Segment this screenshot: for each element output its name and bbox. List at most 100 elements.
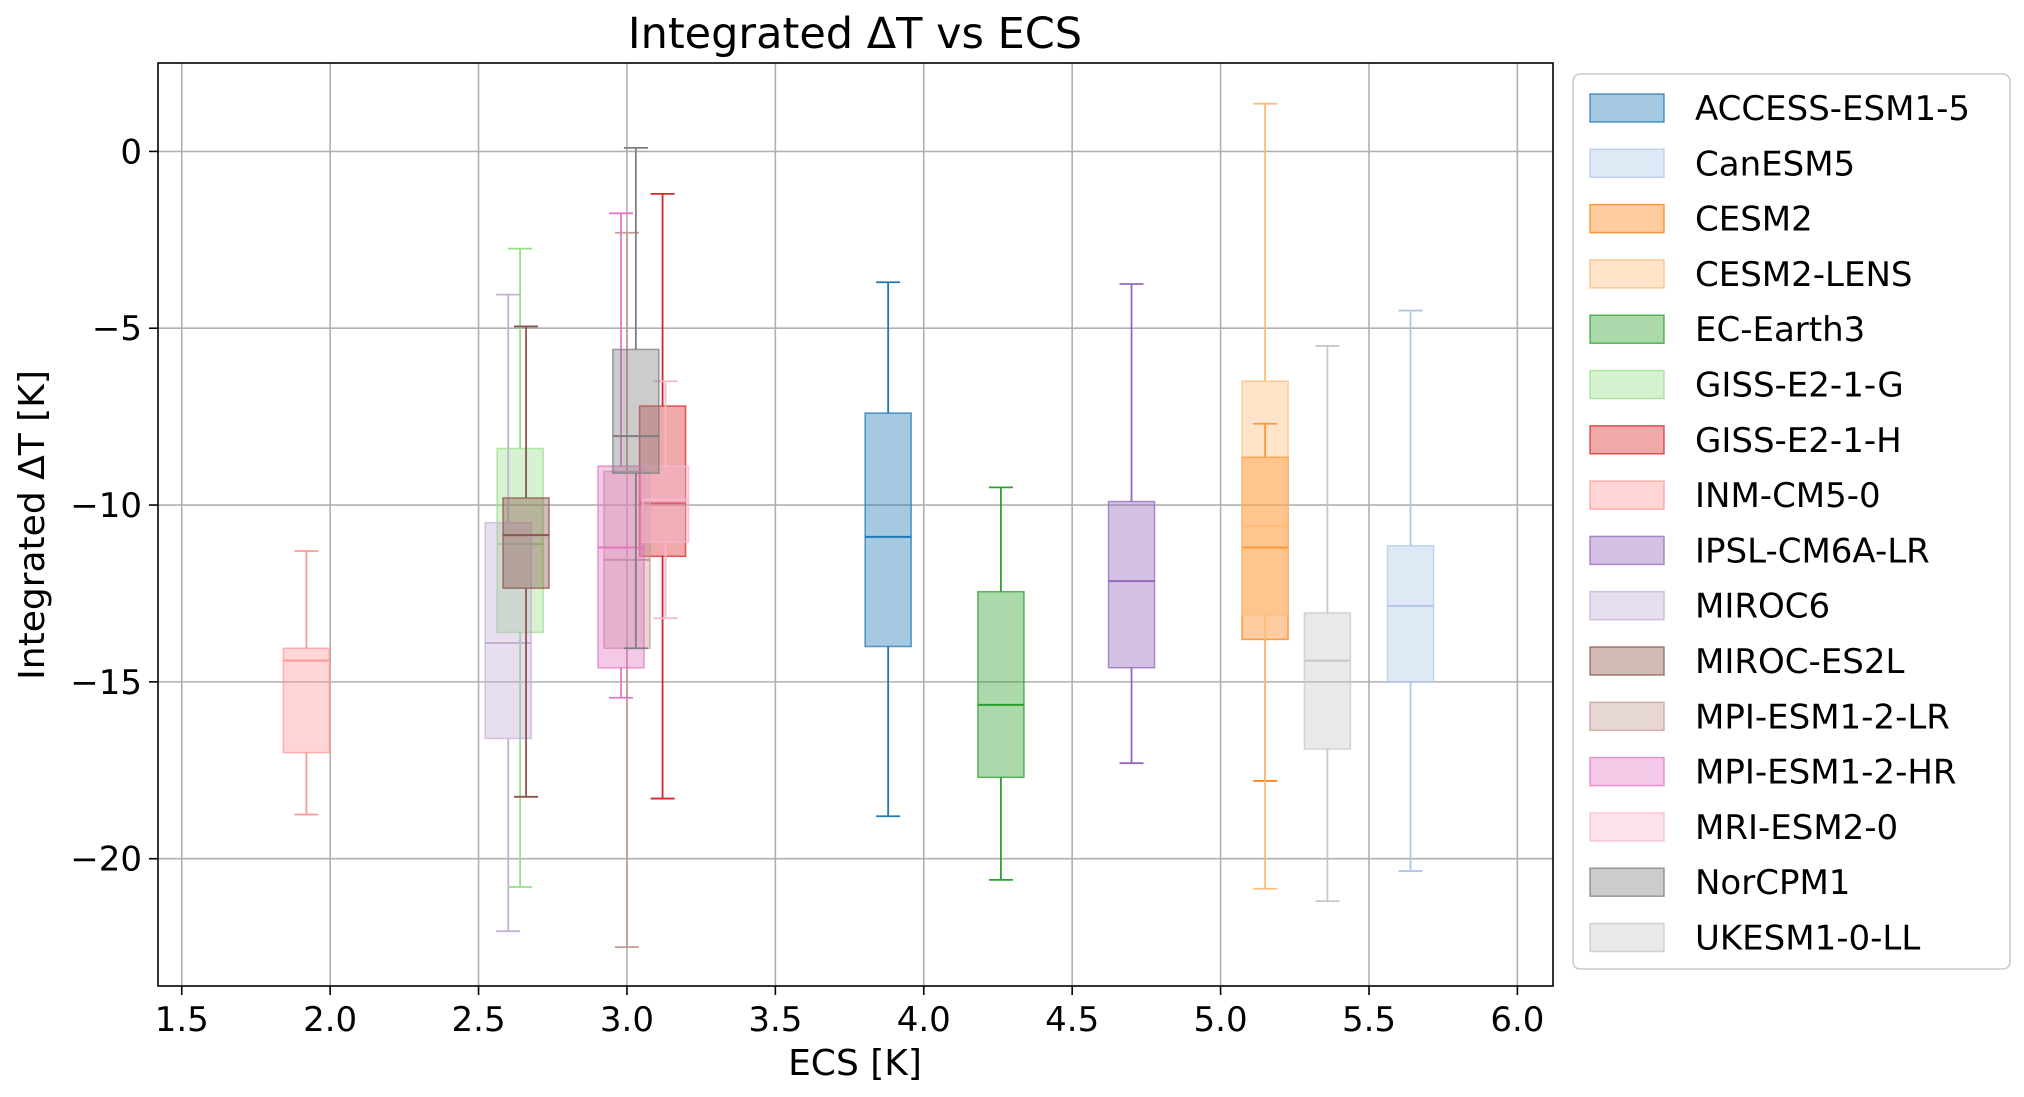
- legend-swatch: [1589, 314, 1665, 344]
- iqr-box: [1303, 612, 1352, 750]
- legend-item-norcpm1: NorCPM1: [1589, 863, 1850, 903]
- legend-item-mpi-esm1-2-lr: MPI-ESM1-2-LR: [1589, 697, 1950, 737]
- box-ec-earth3: [977, 486, 1025, 881]
- legend-label: MPI-ESM1-2-HR: [1695, 753, 1957, 793]
- box-canesm5: [1386, 309, 1435, 872]
- x-tick-label: 4.0: [897, 1000, 951, 1040]
- legend-item-giss-e2-1-h: GISS-E2-1-H: [1589, 421, 1902, 461]
- legend-swatch: [1589, 756, 1665, 787]
- box-giss-e2-1-h: [638, 192, 687, 800]
- legend-swatch: [1589, 425, 1665, 455]
- iqr-box: [496, 447, 544, 634]
- y-tick-label: −5: [92, 309, 142, 349]
- x-tick-label: 4.5: [1045, 1000, 1099, 1040]
- legend-item-mri-esm2-0: MRI-ESM2-0: [1589, 808, 1898, 848]
- iqr-box: [864, 412, 912, 648]
- iqr-box: [484, 521, 532, 740]
- legend-item-cesm2-lens: CESM2-LENS: [1589, 255, 1912, 295]
- box-norcpm1: [612, 146, 660, 650]
- y-tick-label: −15: [70, 663, 142, 703]
- chart-title: Integrated ΔT vs ECS: [628, 9, 1082, 59]
- legend-item-miroc6: MIROC6: [1589, 587, 1830, 627]
- legend-item-ukesm1-0-ll: UKESM1-0-LL: [1589, 919, 1920, 959]
- legend-swatch: [1589, 535, 1665, 566]
- legend-frame: [1572, 73, 2011, 970]
- iqr-box: [1107, 500, 1156, 669]
- legend-label: CanESM5: [1695, 144, 1855, 184]
- y-axis-label: Integrated ΔT [K]: [12, 370, 53, 680]
- x-tick-label: 2.0: [303, 1000, 357, 1040]
- legend-swatch: [1589, 259, 1665, 289]
- x-tick-label: 6.0: [1490, 1000, 1544, 1040]
- legend-label: NorCPM1: [1695, 863, 1850, 903]
- legend-swatch: [1589, 701, 1665, 732]
- legend-label: CESM2-LENS: [1695, 255, 1912, 295]
- x-tick-label: 2.5: [452, 1000, 506, 1040]
- x-tick-label: 1.5: [155, 1000, 209, 1040]
- legend-item-ec-earth3: EC-Earth3: [1589, 310, 1865, 350]
- iqr-box: [1386, 544, 1435, 683]
- plot-area: [158, 63, 1553, 986]
- legend-swatch: [1589, 867, 1665, 897]
- box-access-esm1-5: [864, 281, 912, 818]
- x-axis-ticks: 1.5 2.0 2.5 3.0 3.5 4.0 4.5 5.0 5.5 6.0: [155, 986, 1544, 1040]
- x-tick-label: 3.5: [748, 1000, 802, 1040]
- y-tick-label: −20: [70, 840, 142, 880]
- legend-swatch: [1589, 590, 1665, 621]
- plot-border: [157, 62, 1554, 987]
- box-cesm2-lens: [1241, 102, 1289, 890]
- legend-swatch: [1589, 922, 1665, 953]
- legend-item-cesm2: CESM2: [1589, 200, 1813, 240]
- legend-swatch: [1589, 203, 1665, 234]
- y-tick-label: 0: [120, 132, 142, 172]
- legend-swatch: [1589, 369, 1665, 400]
- legend-item-mpi-esm1-2-hr: MPI-ESM1-2-HR: [1589, 753, 1957, 793]
- box-inm-cm5-0: [282, 550, 331, 816]
- iqr-box: [502, 497, 550, 589]
- legend-item-canesm5: CanESM5: [1589, 144, 1855, 184]
- box-mri-esm2-0: [641, 380, 690, 620]
- legend-item-giss-e2-1-g: GISS-E2-1-G: [1589, 366, 1904, 406]
- legend-item-access-esm1-5: ACCESS-ESM1-5: [1589, 89, 1970, 129]
- legend-item-miroc-es2l: MIROC-ES2L: [1589, 642, 1904, 682]
- legend-swatch: [1589, 93, 1665, 123]
- legend-label: CESM2: [1695, 200, 1813, 240]
- legend-label: GISS-E2-1-H: [1695, 421, 1902, 461]
- legend-item-ipsl-cm6a-lr: IPSL-CM6A-LR: [1589, 531, 1930, 571]
- legend: ACCESS-ESM1-5 CanESM5 CESM2 CESM2-LENS EC-Ea…: [1572, 73, 2011, 970]
- iqr-box: [638, 405, 687, 558]
- iqr-box: [641, 465, 690, 543]
- box-miroc-es2l: [502, 325, 550, 798]
- x-tick-label: 3.0: [600, 1000, 654, 1040]
- legend-label: INM-CM5-0: [1695, 476, 1881, 516]
- box-giss-e2-1-g: [496, 247, 544, 888]
- legend-label: GISS-E2-1-G: [1695, 366, 1904, 406]
- legend-label: MIROC-ES2L: [1695, 642, 1904, 682]
- x-tick-label: 5.5: [1342, 1000, 1396, 1040]
- legend-label: MRI-ESM2-0: [1695, 808, 1898, 848]
- legend-label: UKESM1-0-LL: [1695, 919, 1920, 959]
- box-ipsl-cm6a-lr: [1107, 283, 1156, 765]
- legend-item-inm-cm5-0: INM-CM5-0: [1589, 476, 1881, 516]
- boxes: [282, 102, 1435, 948]
- iqr-box: [977, 590, 1025, 779]
- legend-label: EC-Earth3: [1695, 310, 1865, 350]
- iqr-box: [612, 348, 660, 474]
- legend-swatch: [1589, 646, 1665, 676]
- box-ukesm1-0-ll: [1303, 345, 1352, 903]
- x-axis-label: ECS [K]: [788, 1043, 922, 1084]
- legend-label: MPI-ESM1-2-LR: [1695, 697, 1950, 737]
- iqr-box: [282, 647, 331, 754]
- legend-label: MIROC6: [1695, 587, 1830, 627]
- grid: [158, 63, 1553, 986]
- x-tick-label: 5.0: [1194, 1000, 1248, 1040]
- box-miroc6: [484, 293, 532, 933]
- iqr-box: [597, 465, 645, 669]
- y-tick-label: −10: [70, 486, 142, 526]
- legend-label: ACCESS-ESM1-5: [1695, 89, 1970, 129]
- y-axis-ticks: 0 −5 −10 −15 −20: [70, 132, 158, 880]
- legend-swatch: [1589, 480, 1665, 510]
- iqr-box: [1241, 380, 1289, 616]
- legend-label: IPSL-CM6A-LR: [1695, 531, 1930, 571]
